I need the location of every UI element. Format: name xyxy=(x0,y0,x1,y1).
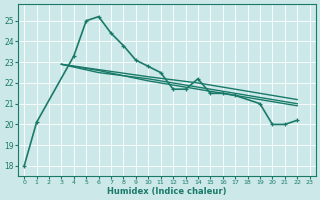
X-axis label: Humidex (Indice chaleur): Humidex (Indice chaleur) xyxy=(107,187,227,196)
